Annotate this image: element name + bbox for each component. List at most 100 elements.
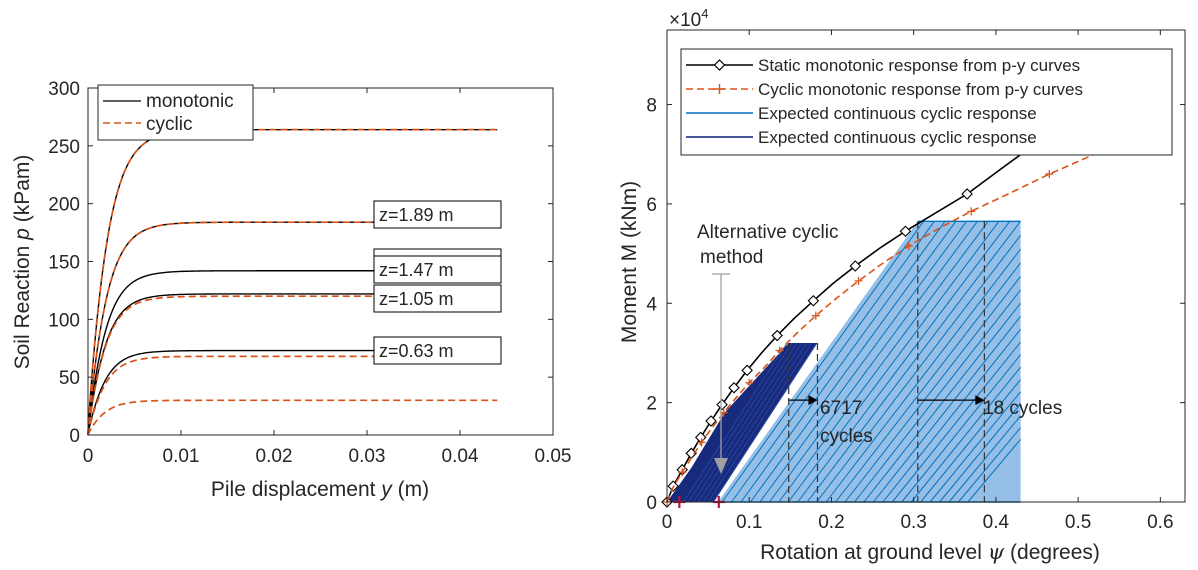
left-y-tick-label: 250 bbox=[48, 137, 80, 158]
cycles-1-annotation-line1: 6717 bbox=[820, 398, 862, 419]
z-depth-label: z=1.05 m bbox=[379, 289, 454, 309]
cyclic-response-line bbox=[721, 220, 924, 503]
static-monotonic-line bbox=[666, 108, 1079, 503]
legend-label-expected-1: Expected continuous cyclic response bbox=[758, 104, 1037, 123]
right-y-tick-label: 2 bbox=[646, 394, 657, 415]
right-x-tick-label: 0.3 bbox=[900, 512, 926, 533]
cyclic-response-line bbox=[901, 354, 1021, 503]
left-y-axis-label: Soil Reaction p (kPam) bbox=[11, 155, 34, 370]
cyclic-response-band-fill bbox=[718, 221, 1021, 503]
legend-label-cyclic: cyclic bbox=[146, 114, 192, 135]
cyclic-monotonic-marker bbox=[854, 276, 863, 285]
cyclic-response-line bbox=[910, 366, 1021, 503]
legend-label-expected-2: Expected continuous cyclic response bbox=[758, 128, 1037, 147]
legend-label-static: Static monotonic response from p-y curve… bbox=[758, 56, 1080, 75]
right-y-tick-label: 6 bbox=[646, 195, 657, 216]
left-x-tick-label: 0.02 bbox=[256, 446, 293, 467]
cyclic-response-line bbox=[967, 438, 1021, 503]
cyclic-response-line bbox=[863, 302, 1021, 503]
cyclic-response-line bbox=[872, 315, 1021, 503]
cyclic-response-line bbox=[825, 248, 1021, 503]
cyclic-monotonic-marker bbox=[678, 468, 687, 477]
left-x-axis-label: Pile displacement y (m) bbox=[211, 478, 429, 501]
cyclic-response-line bbox=[731, 220, 935, 503]
alternative-cyclic-line bbox=[683, 342, 788, 503]
left-y-tick-label: 100 bbox=[48, 310, 80, 331]
cyclic-response-line bbox=[891, 341, 1021, 503]
cyclic-response-line bbox=[816, 234, 1021, 503]
z-depth-label: z=0.63 m bbox=[379, 341, 454, 361]
cyclic-response-line bbox=[750, 220, 957, 503]
right-legend-box bbox=[680, 48, 1173, 156]
cyclic-monotonic-marker bbox=[775, 346, 784, 355]
static-monotonic-marker bbox=[849, 260, 862, 272]
y-exponent-label: ×104 bbox=[669, 6, 708, 31]
cyclic-response-line bbox=[778, 220, 989, 503]
cyclic-response-line bbox=[835, 262, 1021, 503]
static-monotonic-marker bbox=[807, 295, 820, 307]
right-x-tick-label: 0.5 bbox=[1065, 512, 1091, 533]
static-monotonic-marker bbox=[716, 398, 728, 411]
right-y-tick-label: 8 bbox=[646, 96, 657, 117]
legend-label-monotonic: monotonic bbox=[146, 91, 234, 112]
static-monotonic-marker bbox=[771, 329, 783, 342]
z-depth-label-box bbox=[373, 284, 502, 313]
legend-label-cyclic-monotonic: Cyclic monotonic response from p-y curve… bbox=[758, 80, 1083, 99]
left-x-tick-label: 0 bbox=[83, 446, 94, 467]
cycles-2-annotation: 18 cycles bbox=[983, 398, 1062, 419]
right-x-tick-label: 0 bbox=[662, 512, 673, 533]
z-depth-label-box bbox=[373, 255, 502, 284]
cyclic-monotonic-marker bbox=[811, 311, 820, 320]
cyclic-response-line bbox=[929, 391, 1021, 503]
cycles-1-annotation-line2: cycles bbox=[820, 426, 873, 447]
cyclic-response-line bbox=[882, 328, 1021, 503]
static-monotonic-marker bbox=[741, 364, 753, 377]
left-y-tick-label: 50 bbox=[59, 368, 80, 389]
cyclic-monotonic-marker bbox=[745, 378, 754, 387]
alternative-cyclic-line bbox=[688, 342, 793, 503]
left-x-tick-label: 0.01 bbox=[163, 446, 200, 467]
left-x-tick-label: 0.05 bbox=[535, 446, 572, 467]
cyclic-monotonic-marker bbox=[1045, 170, 1054, 179]
alternative-cyclic-line bbox=[712, 342, 817, 503]
cyclic-monotonic-line bbox=[666, 136, 1128, 503]
alternative-cyclic-line bbox=[692, 342, 798, 503]
cyclic-response-line bbox=[768, 220, 978, 503]
cyclic-curve bbox=[87, 128, 498, 436]
alternative-cyclic-line bbox=[707, 342, 813, 503]
right-y-tick-label: 0 bbox=[646, 493, 657, 514]
legend-marker-plus bbox=[714, 84, 725, 94]
cyclic-response-line bbox=[958, 427, 1021, 503]
alternative-cyclic-band bbox=[667, 343, 818, 502]
z-depth-label-box bbox=[373, 336, 502, 365]
right-y-tick-label: 4 bbox=[646, 294, 657, 315]
cycles-1-arrowhead bbox=[808, 395, 818, 406]
static-monotonic-marker bbox=[705, 415, 717, 427]
cyclic-response-line bbox=[920, 379, 1021, 503]
z-depth-label-box bbox=[373, 200, 502, 229]
right-x-tick-label: 0.4 bbox=[983, 512, 1010, 533]
right-x-axis-label: Rotation at ground level ψ (degrees) bbox=[760, 540, 1100, 564]
static-monotonic-marker bbox=[728, 381, 740, 394]
left-y-tick-label: 200 bbox=[48, 195, 80, 216]
static-monotonic-marker bbox=[961, 188, 973, 200]
alt-method-annotation-line1: Alternative cyclic bbox=[697, 222, 839, 243]
right-x-tick-label: 0.1 bbox=[736, 512, 762, 533]
left-x-tick-label: 0.03 bbox=[349, 446, 386, 467]
cyclic-response-line bbox=[740, 220, 946, 503]
left-legend: monotonic cyclic bbox=[97, 84, 254, 141]
cyclic-monotonic-marker bbox=[697, 438, 706, 447]
cyclic-monotonic-marker bbox=[967, 207, 976, 216]
cyclic-response-line bbox=[939, 403, 1021, 503]
cycles-2-arrowhead bbox=[975, 395, 985, 406]
right-legend: Static monotonic response from p-y curve… bbox=[680, 48, 1173, 156]
right-axes-box bbox=[666, 29, 1186, 503]
legend-marker-diamond bbox=[713, 59, 726, 71]
z-depth-label: z=1.89 m bbox=[379, 205, 454, 225]
right-x-tick-label: 0.6 bbox=[1147, 512, 1173, 533]
cyclic-response-line bbox=[844, 276, 1021, 503]
moment-rotation-chart: Alternative cyclic method 6717 cycles 18 cyc… bbox=[618, 6, 1186, 564]
alternative-cyclic-line bbox=[702, 342, 808, 503]
left-x-tick-label: 0.04 bbox=[442, 446, 479, 467]
